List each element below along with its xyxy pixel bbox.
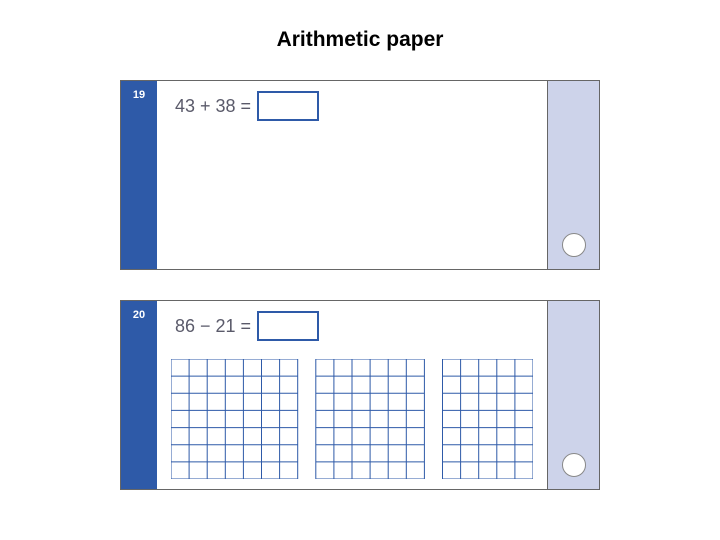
mark-column <box>547 81 599 269</box>
equation-text: 43 + 38 = <box>175 96 251 117</box>
equation-row: 86 − 21 = <box>175 311 319 341</box>
mark-circle <box>562 233 586 257</box>
question-card: 19 43 + 38 = <box>120 80 600 270</box>
equation-row: 43 + 38 = <box>175 91 319 121</box>
working-grid <box>171 359 533 479</box>
work-area: 43 + 38 = <box>157 81 547 269</box>
question-card: 20 86 − 21 = <box>120 300 600 490</box>
page-title: Arithmetic paper <box>0 28 720 52</box>
work-area: 86 − 21 = <box>157 301 547 489</box>
answer-box[interactable] <box>257 91 319 121</box>
mark-column <box>547 301 599 489</box>
question-number-column: 19 <box>121 81 157 269</box>
equation-text: 86 − 21 = <box>175 316 251 337</box>
answer-box[interactable] <box>257 311 319 341</box>
question-number: 19 <box>121 89 157 101</box>
mark-circle <box>562 453 586 477</box>
question-number-column: 20 <box>121 301 157 489</box>
question-number: 20 <box>121 309 157 321</box>
